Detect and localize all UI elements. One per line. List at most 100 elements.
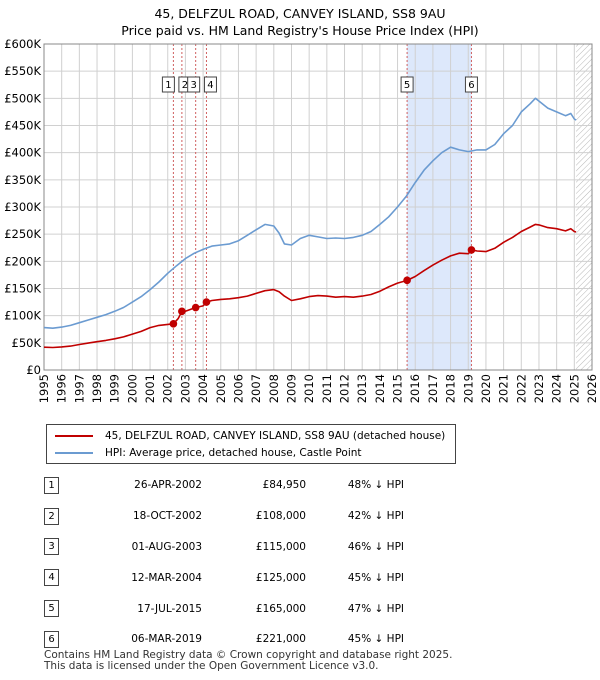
transactions-table: 1 26-APR-2002 £84,950 48% ↓ HPI 2 18-OCT… (44, 470, 404, 655)
table-row: 1 26-APR-2002 £84,950 48% ↓ HPI (44, 470, 404, 501)
x-tick-label: 2024 (550, 374, 564, 403)
sale-hpi-diff: 42% ↓ HPI (347, 510, 404, 523)
y-tick-label: £550K (4, 64, 41, 78)
y-tick-label: £0 (26, 363, 41, 377)
y-tick-label: £500K (4, 91, 41, 105)
x-tick-label: 2019 (461, 374, 475, 403)
x-tick-label: 2020 (479, 374, 493, 403)
x-tick-label: 2015 (391, 374, 405, 403)
footer-licence: This data is licensed under the Open Gov… (44, 660, 379, 672)
sale-point (202, 298, 211, 306)
x-tick-label: 2022 (514, 374, 528, 403)
legend-swatch-hpi (55, 452, 93, 454)
x-tick-label: 2008 (267, 374, 281, 403)
footer-attribution: Contains HM Land Registry data © Crown c… (44, 650, 452, 672)
x-tick-label: 2021 (497, 374, 511, 403)
sale-number-label: 3 (190, 80, 196, 91)
sale-date: 17-JUL-2015 (137, 602, 202, 615)
sale-number-label: 4 (207, 80, 213, 91)
x-tick-label: 2017 (426, 374, 440, 403)
x-tick-label: 2016 (408, 374, 422, 403)
sale-price: £125,000 (255, 571, 306, 584)
legend-label-hpi: HPI: Average price, detached house, Cast… (105, 447, 362, 459)
sale-number-label: 6 (468, 80, 474, 91)
y-tick-label: £450K (4, 119, 41, 133)
x-tick-label: 2004 (196, 374, 210, 403)
sale-point (403, 276, 411, 285)
legend-label-property: 45, DELFZUL ROAD, CANVEY ISLAND, SS8 9AU… (105, 430, 446, 442)
sale-number-box (203, 76, 217, 93)
sale-hpi-diff: 48% ↓ HPI (347, 479, 404, 492)
table-row: 4 12-MAR-2004 £125,000 45% ↓ HPI (44, 562, 404, 593)
sale-number-box (464, 76, 478, 93)
sale-price: £84,950 (262, 479, 306, 492)
x-tick-label: 2018 (444, 374, 458, 403)
sale-number-label: 1 (165, 80, 171, 91)
x-tick-label: 2009 (284, 374, 298, 403)
legend-swatch-property (55, 435, 93, 437)
sale-hpi-diff: 45% ↓ HPI (347, 633, 404, 646)
sale-date: 06-MAR-2019 (131, 633, 202, 646)
x-tick-label: 2025 (567, 374, 581, 403)
sale-number-badge: 3 (44, 538, 59, 556)
x-tick-label: 2023 (532, 374, 546, 403)
table-row: 2 18-OCT-2002 £108,000 42% ↓ HPI (44, 501, 404, 532)
sale-price: £165,000 (255, 602, 306, 615)
y-tick-label: £100K (4, 309, 41, 323)
sale-date: 26-APR-2002 (134, 479, 202, 492)
legend-item-property: 45, DELFZUL ROAD, CANVEY ISLAND, SS8 9AU… (55, 428, 445, 444)
sale-number-badge: 6 (44, 630, 59, 648)
y-tick-label: £200K (4, 254, 41, 268)
sale-number-badge: 2 (44, 507, 59, 525)
x-tick-label: 1997 (72, 374, 86, 403)
table-row: 6 06-MAR-2019 £221,000 45% ↓ HPI (44, 624, 404, 655)
sale-point (467, 246, 476, 254)
sale-number-box (161, 76, 175, 93)
y-tick-label: £350K (4, 173, 41, 187)
sale-point (178, 307, 186, 316)
x-tick-label: 2000 (125, 374, 139, 403)
property-price-line (43, 223, 577, 349)
sale-date: 12-MAR-2004 (131, 571, 202, 584)
chart-subtitle: Price paid vs. HM Land Registry's House … (121, 23, 479, 38)
sale-date: 01-AUG-2003 (131, 540, 202, 553)
y-tick-label: £300K (4, 200, 41, 214)
table-row: 3 01-AUG-2003 £115,000 46% ↓ HPI (44, 532, 404, 563)
x-tick-label: 2010 (302, 374, 316, 403)
x-tick-label: 2005 (214, 374, 228, 403)
sale-date: 18-OCT-2002 (133, 510, 202, 523)
sale-number-box (187, 76, 201, 93)
footer-copyright: Contains HM Land Registry data © Crown c… (44, 649, 453, 661)
x-tick-label: 2002 (161, 374, 175, 403)
y-tick-label: £400K (4, 146, 41, 160)
sale-number-badge: 4 (44, 569, 59, 587)
sale-point (191, 303, 200, 312)
table-row: 5 17-JUL-2015 £165,000 47% ↓ HPI (44, 593, 404, 624)
sale-hpi-diff: 47% ↓ HPI (347, 602, 404, 615)
x-tick-label: 1995 (37, 374, 51, 403)
y-tick-label: £150K (4, 282, 41, 296)
x-tick-label: 1996 (55, 374, 69, 403)
plot-frame (43, 43, 593, 371)
y-tick-label: £600K (4, 37, 41, 51)
hpi-line (43, 97, 577, 329)
sale-number-box (400, 76, 414, 93)
price-chart: 1 2 3 4 5 6 £0 £50K £100K £150K £200K £250K £300K £35… (4, 37, 599, 403)
sale-hpi-diff: 46% ↓ HPI (347, 540, 404, 553)
x-tick-label: 2014 (373, 374, 387, 403)
sale-price: £115,000 (255, 540, 306, 553)
sale-hpi-diff: 45% ↓ HPI (347, 571, 404, 584)
x-tick-label: 2007 (249, 374, 263, 403)
sale-price: £108,000 (255, 510, 306, 523)
chart-title: 45, DELFZUL ROAD, CANVEY ISLAND, SS8 9AU (154, 6, 446, 21)
x-tick-label: 2003 (178, 374, 192, 403)
legend-item-hpi: HPI: Average price, detached house, Cast… (55, 445, 362, 461)
x-tick-label: 2012 (338, 374, 352, 403)
sale-point (169, 320, 178, 328)
x-tick-label: 2006 (231, 374, 245, 403)
sale-number-label: 5 (404, 80, 410, 91)
x-tick-label: 2011 (320, 374, 334, 403)
sale-number-badge: 5 (44, 600, 59, 618)
legend: 45, DELFZUL ROAD, CANVEY ISLAND, SS8 9AU… (46, 424, 456, 464)
x-tick-label: 2013 (355, 374, 369, 403)
